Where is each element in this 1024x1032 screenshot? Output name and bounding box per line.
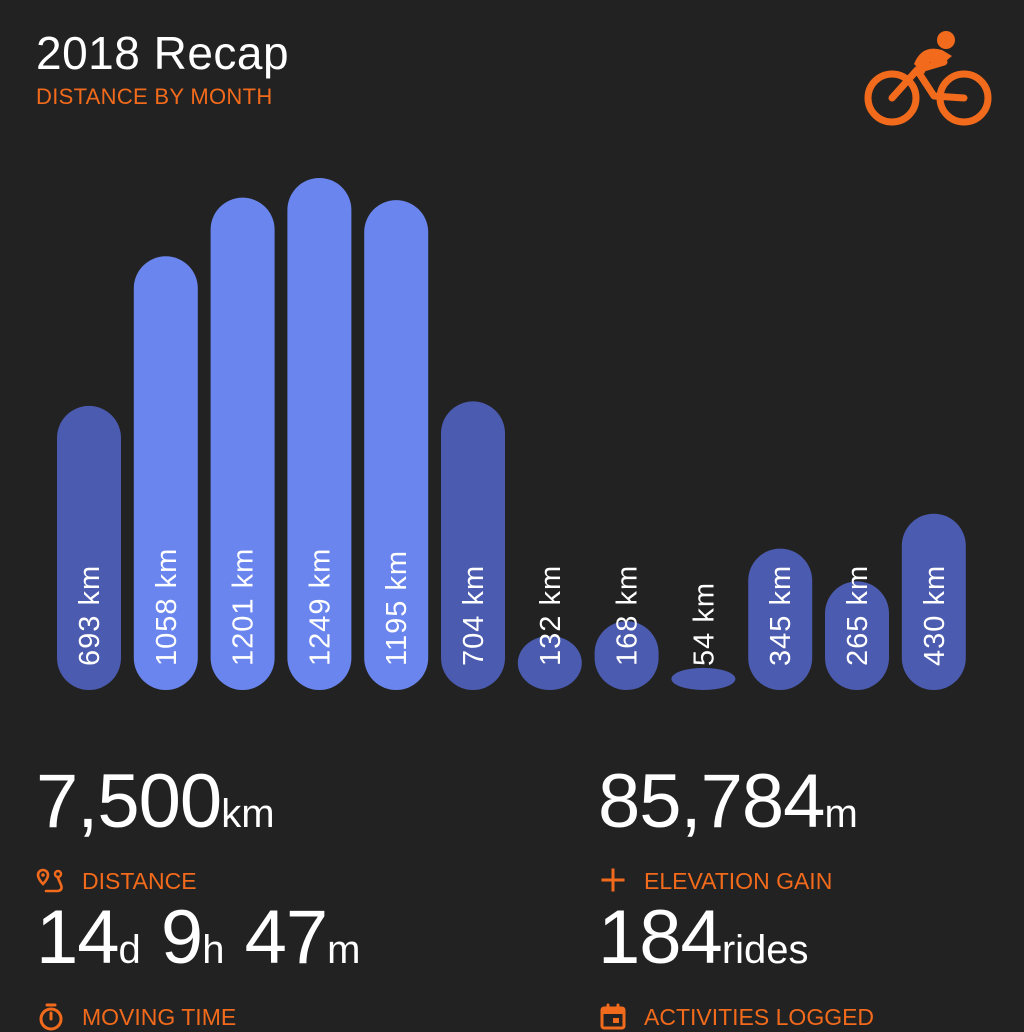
bar-value-label: 1058 km <box>151 548 183 666</box>
distance-value-row: 7,500km <box>36 764 275 852</box>
activities-label: ACTIVITIES LOGGED <box>644 1003 875 1030</box>
bar-month-4 <box>287 178 352 690</box>
stopwatch-icon <box>39 1003 63 1031</box>
activities-value: 184 <box>598 895 723 980</box>
moving-time-minutes: 47 <box>244 895 329 980</box>
plus-icon <box>601 868 625 892</box>
bar-month-6 <box>441 401 505 690</box>
elevation-stat: 85,784m ELEVATION GAIN <box>598 764 858 896</box>
elevation-label: ELEVATION GAIN <box>644 867 833 894</box>
moving-time-hours: 9 <box>160 895 203 980</box>
elevation-label-row: ELEVATION GAIN <box>598 866 858 896</box>
bar-value-label: 265 km <box>842 565 874 666</box>
moving-time-value-row: 14d 9h 47m <box>36 900 360 988</box>
moving-time-days-unit: d <box>118 928 141 972</box>
elevation-value: 85,784 <box>598 759 825 844</box>
moving-time-hours-unit: h <box>202 928 225 972</box>
cyclist-icon <box>864 31 992 126</box>
bar-value-label: 430 km <box>919 565 951 666</box>
distance-bar-chart: 693 km 1058 km 1201 km 1249 km 1195 km 704 km… <box>57 178 966 690</box>
bar-value-label: 704 km <box>458 565 490 666</box>
bar-value-label: 345 km <box>765 565 797 666</box>
bar-value-label: 1249 km <box>304 548 336 666</box>
header: 2018 Recap DISTANCE BY MONTH <box>36 26 289 110</box>
moving-time-label-row: MOVING TIME <box>36 1002 360 1032</box>
bar-value-label: 1201 km <box>228 548 260 666</box>
moving-time-label: MOVING TIME <box>82 1003 237 1030</box>
distance-label-row: DISTANCE <box>36 866 275 896</box>
activities-label-row: ACTIVITIES LOGGED <box>598 1002 874 1032</box>
moving-time-minutes-unit: m <box>327 928 361 972</box>
moving-time-days: 14 <box>36 895 120 980</box>
activities-stat: 184rides ACTIVITIES LOGGED <box>598 900 874 1032</box>
activities-unit: rides <box>721 928 809 972</box>
distance-unit: km <box>221 792 275 836</box>
bar-month-1 <box>57 405 121 690</box>
bar-month-2 <box>133 256 198 690</box>
bar-value-label: 132 km <box>535 565 567 666</box>
calendar-icon <box>600 1003 626 1030</box>
bar-value-label: 1195 km <box>381 550 413 666</box>
bar-month-5 <box>364 200 429 690</box>
bar-value-label: 168 km <box>612 565 644 666</box>
distance-label: DISTANCE <box>82 867 197 894</box>
moving-time-stat: 14d 9h 47m MOVING TIME <box>36 900 360 1032</box>
elevation-value-row: 85,784m <box>598 764 858 852</box>
bar-month-11 <box>825 581 889 690</box>
bar-month-8 <box>594 621 659 690</box>
activities-value-row: 184rides <box>598 900 874 988</box>
distance-stat: 7,500km DISTANCE <box>36 764 275 896</box>
bar-month-9 <box>671 667 736 690</box>
bar-value-label: 54 km <box>688 582 720 666</box>
chart-subtitle: DISTANCE BY MONTH <box>36 84 273 109</box>
distance-value: 7,500 <box>36 759 222 844</box>
route-pin-icon <box>36 868 63 893</box>
bar-value-label: 693 km <box>74 565 106 666</box>
bar-month-3 <box>210 197 275 690</box>
page-title: 2018 Recap <box>36 27 290 79</box>
bar-month-12 <box>901 513 966 690</box>
bar-month-10 <box>748 548 813 690</box>
elevation-unit: m <box>824 792 858 836</box>
bar-month-7 <box>517 635 582 690</box>
